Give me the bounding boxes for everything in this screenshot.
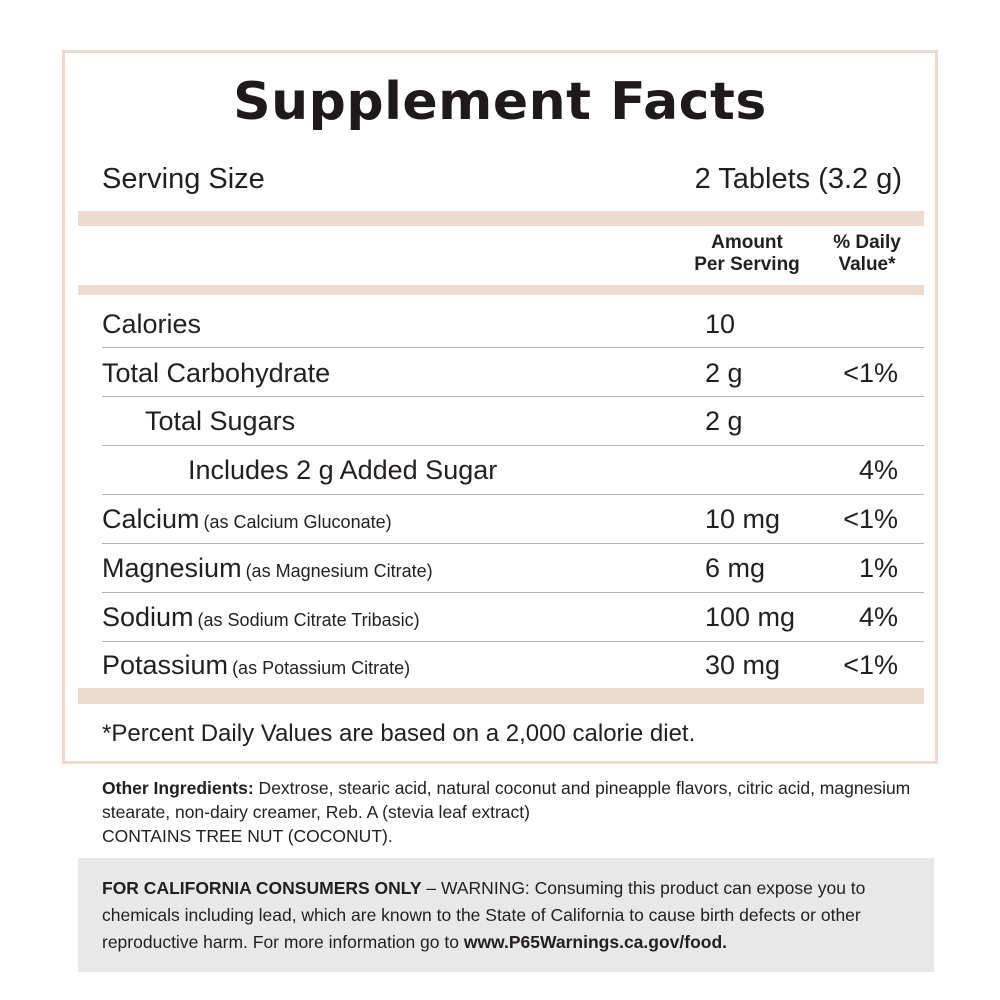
- nutrient-row-added-sugar: Includes 2 g Added Sugar 4%: [102, 445, 924, 493]
- serving-size-label: Serving Size: [102, 163, 265, 195]
- nutrient-amount: 10 mg: [705, 504, 781, 534]
- nutrient-row-potassium: Potassium (as Potassium Citrate) 30 mg <1…: [102, 640, 924, 688]
- row-divider: [102, 641, 924, 642]
- nutrient-amount: 30 mg: [705, 650, 781, 680]
- dv-header-line1: % Daily: [833, 232, 901, 253]
- nutrient-amount: 6 mg: [705, 553, 766, 583]
- nutrient-name: Calories: [102, 299, 201, 347]
- nutrient-source: (as Sodium Citrate Tribasic): [197, 610, 420, 630]
- daily-value-footnote: *Percent Daily Values are based on a 2,0…: [102, 720, 696, 747]
- nutrient-name: Includes 2 g Added Sugar: [188, 445, 497, 493]
- warning-label: FOR CALIFORNIA CONSUMERS ONLY: [102, 878, 422, 898]
- amount-per-serving-header: Amount Per Serving: [672, 232, 822, 276]
- warning-url: www.P65Warnings.ca.gov/food.: [463, 932, 728, 952]
- nutrient-dv: 4%: [858, 455, 898, 485]
- nutrient-amount: 2 g: [705, 406, 743, 436]
- nutrient-row-calcium: Calcium (as Calcium Gluconate) 10 mg <1%: [102, 494, 924, 542]
- nutrient-amount: 10: [705, 309, 736, 339]
- nutrient-label: Calcium: [102, 504, 200, 534]
- serving-size-value: 2 Tablets (3.2 g): [694, 163, 902, 195]
- nutrient-label: Potassium: [102, 650, 229, 680]
- nutrient-name: Total Carbohydrate: [102, 348, 330, 396]
- other-ingredients: Other Ingredients: Dextrose, stearic aci…: [102, 776, 932, 848]
- row-divider: [102, 445, 924, 446]
- nutrient-label: Includes 2 g Added Sugar: [188, 455, 498, 485]
- amount-header-line2: Per Serving: [694, 254, 800, 275]
- divider-band-header: [78, 285, 924, 295]
- nutrient-row-magnesium: Magnesium (as Magnesium Citrate) 6 mg 1%: [102, 543, 924, 591]
- row-divider: [102, 592, 924, 593]
- nutrient-label: Sodium: [102, 602, 194, 632]
- nutrient-label: Magnesium: [102, 553, 242, 583]
- page-title: Supplement Facts: [233, 72, 767, 132]
- nutrient-row-total-sugars: Total Sugars 2 g: [102, 396, 924, 444]
- dv-header-line2: Value*: [838, 254, 896, 275]
- ingredients-text: Dextrose, stearic acid, natural coconut …: [102, 778, 911, 822]
- amount-header-line1: Amount: [711, 232, 783, 253]
- nutrient-dv: <1%: [843, 504, 898, 534]
- ingredients-label: Other Ingredients:: [102, 778, 254, 798]
- nutrient-row-sodium: Sodium (as Sodium Citrate Tribasic) 100 m…: [102, 592, 924, 640]
- nutrient-row-calories: Calories 10: [102, 299, 924, 347]
- prop65-warning-text: FOR CALIFORNIA CONSUMERS ONLY – WARNING:…: [102, 875, 922, 956]
- divider-band-bottom: [78, 688, 924, 704]
- nutrient-name: Sodium (as Sodium Citrate Tribasic): [102, 592, 420, 640]
- row-divider: [102, 494, 924, 495]
- row-divider: [102, 396, 924, 397]
- nutrient-dv: <1%: [843, 650, 898, 680]
- nutrient-source: (as Magnesium Citrate): [245, 561, 433, 581]
- nutrient-amount: 2 g: [705, 358, 743, 388]
- daily-value-header: % Daily Value*: [818, 232, 916, 276]
- allergen-statement: CONTAINS TREE NUT (COCONUT).: [102, 826, 393, 846]
- nutrient-name: Total Sugars: [145, 396, 295, 444]
- nutrient-source: (as Calcium Gluconate): [203, 512, 392, 532]
- nutrient-amount: 100 mg: [705, 602, 796, 632]
- prop65-warning-box: FOR CALIFORNIA CONSUMERS ONLY – WARNING:…: [78, 858, 934, 972]
- nutrient-dv: <1%: [843, 358, 898, 388]
- nutrient-row-total-carbohydrate: Total Carbohydrate 2 g <1%: [102, 348, 924, 396]
- supplement-facts-panel: [62, 50, 938, 764]
- nutrient-label: Total Sugars: [145, 406, 296, 436]
- nutrient-source: (as Potassium Citrate): [232, 658, 411, 678]
- row-divider: [102, 347, 924, 348]
- nutrient-label: Total Carbohydrate: [102, 358, 331, 388]
- nutrient-label: Calories: [102, 309, 202, 339]
- divider-band-top: [78, 211, 924, 226]
- nutrient-dv: 4%: [858, 602, 898, 632]
- nutrient-dv: 1%: [858, 553, 898, 583]
- row-divider: [102, 543, 924, 544]
- warning-body: – WARNING: Consuming this product can ex…: [102, 878, 866, 952]
- nutrient-name: Calcium (as Calcium Gluconate): [102, 494, 392, 542]
- nutrient-name: Magnesium (as Magnesium Citrate): [102, 543, 433, 591]
- nutrient-name: Potassium (as Potassium Citrate): [102, 640, 410, 688]
